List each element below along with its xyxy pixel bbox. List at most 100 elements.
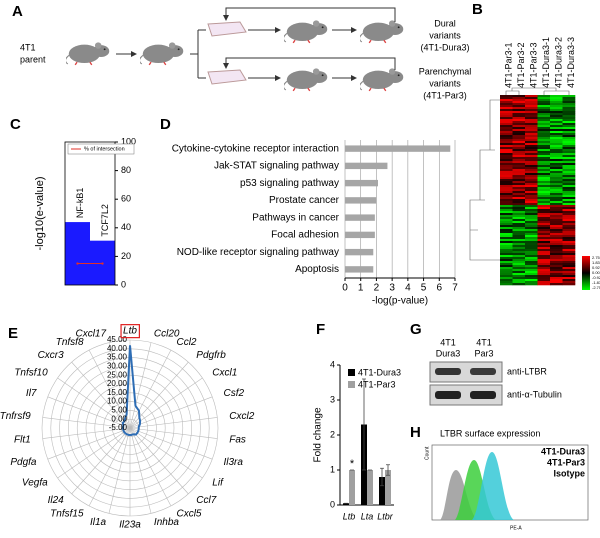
heatmap-cell: [550, 105, 563, 108]
heatmap-cell: [512, 193, 526, 196]
heatmap-cell: [562, 97, 576, 100]
heatmap-cell: [537, 159, 551, 162]
scale-label: 0.92: [592, 265, 600, 270]
scale-label: 1.83: [592, 260, 600, 265]
heatmap-cell: [500, 119, 513, 122]
heatmap-cell: [525, 115, 538, 118]
heatmap-cell: [537, 205, 551, 208]
heatmap-cell: [500, 129, 513, 132]
flow-title: LTBR surface expression: [440, 428, 540, 438]
heatmap-cell: [537, 241, 551, 244]
heatmap-cell: [525, 163, 538, 166]
heatmap-cell: [537, 153, 551, 156]
heatmap-cell: [562, 241, 576, 244]
heatmap-cell: [562, 209, 576, 212]
heatmap-cell: [550, 123, 563, 126]
heatmap-cell: [500, 177, 513, 180]
color-scale: [582, 256, 590, 290]
heatmap-cell: [537, 229, 551, 232]
heatmap-cell: [562, 171, 576, 174]
scale-label: -2.75: [592, 285, 600, 290]
heatmap-cell: [512, 221, 526, 224]
heatmap-cell: [537, 135, 551, 138]
category-label: Apoptosis: [295, 264, 339, 275]
radar-line: [121, 345, 142, 437]
heatmap-cell: [550, 239, 563, 242]
scale-label: -0.92: [592, 275, 600, 280]
heatmap-cell: [512, 265, 526, 268]
heatmap-cell: [512, 281, 526, 284]
y2-tick-label: 80: [121, 165, 131, 175]
heatmap-cell: [500, 105, 513, 108]
heatmap-cell: [500, 225, 513, 228]
heatmap-cell: [525, 105, 538, 108]
heatmap-cell: [550, 163, 563, 166]
mouse-icon: [360, 19, 404, 44]
heatmap-cell: [562, 131, 576, 134]
heatmap-cell: [512, 131, 526, 134]
heatmap-cell: [562, 143, 576, 146]
column-label: 4T1-Dura3-3: [566, 37, 576, 88]
heatmap-cell: [562, 169, 576, 172]
heatmap-cell: [512, 161, 526, 164]
heatmap-cell: [562, 259, 576, 262]
heatmap-cell: [500, 181, 513, 184]
heatmap-cell: [500, 227, 513, 230]
heatmap-cell: [512, 283, 526, 286]
heatmap-cell: [537, 227, 551, 230]
heatmap: 4T1-Par3-1 4T1-Par3-2 4T1-Par3-3 4T1-Dura3-…: [469, 37, 600, 290]
heatmap-cell: [562, 163, 576, 166]
heatmap-cell: [512, 169, 526, 172]
dendrogram: [505, 87, 570, 95]
legend-swatch: [348, 369, 355, 376]
r-tick-label: 40.00: [107, 344, 128, 353]
heatmap-cell: [525, 247, 538, 250]
heatmap-cell: [550, 149, 563, 152]
heatmap-cell: [550, 121, 563, 124]
x-axis-label: PE-A: [510, 525, 522, 531]
category-label: Tnfsf8: [56, 337, 84, 348]
heatmap-cell: [562, 269, 576, 272]
heatmap-cell: [525, 119, 538, 122]
heatmap-cell: [562, 121, 576, 124]
heatmap-cell: [537, 183, 551, 186]
bar: [367, 470, 373, 505]
heatmap-cell: [562, 251, 576, 254]
heatmap-cell: [537, 161, 551, 164]
mouse-icon: [284, 19, 328, 44]
heatmap-cell: [500, 151, 513, 154]
heatmap-cell: [550, 253, 563, 256]
category-label: Focal adhesion: [271, 230, 339, 241]
heatmap-cell: [512, 187, 526, 190]
category-label: Tnfsf15: [50, 509, 84, 520]
category-label: Lif: [212, 478, 224, 489]
heatmap-cell: [537, 251, 551, 254]
heatmap-cell: [500, 113, 513, 116]
heatmap-cell: [525, 185, 538, 188]
heatmap-cell: [550, 161, 563, 164]
heatmap-cell: [562, 279, 576, 282]
heatmap-cell: [537, 277, 551, 280]
heatmap-cell: [550, 109, 563, 112]
heatmap-cell: [525, 159, 538, 162]
heatmap-cell: [525, 249, 538, 252]
heatmap-cell: [512, 219, 526, 222]
heatmap-cell: [500, 121, 513, 124]
heatmap-cell: [550, 233, 563, 236]
heatmap-cell: [550, 181, 563, 184]
heatmap-cell: [550, 267, 563, 270]
mouse-icon: [360, 67, 404, 92]
heatmap-cell: [537, 253, 551, 256]
heatmap-cell: [500, 153, 513, 156]
heatmap-cell: [512, 275, 526, 278]
branch-lines: [190, 29, 206, 79]
heatmap-cell: [562, 199, 576, 202]
spoke: [129, 427, 189, 495]
heatmap-cell: [562, 215, 576, 218]
heatmap-cell: [562, 239, 576, 242]
heatmap-cell: [537, 187, 551, 190]
heatmap-cell: [525, 127, 538, 130]
heatmap-cell: [525, 157, 538, 160]
heatmap-cell: [550, 95, 563, 98]
culture-dish: [207, 21, 247, 85]
